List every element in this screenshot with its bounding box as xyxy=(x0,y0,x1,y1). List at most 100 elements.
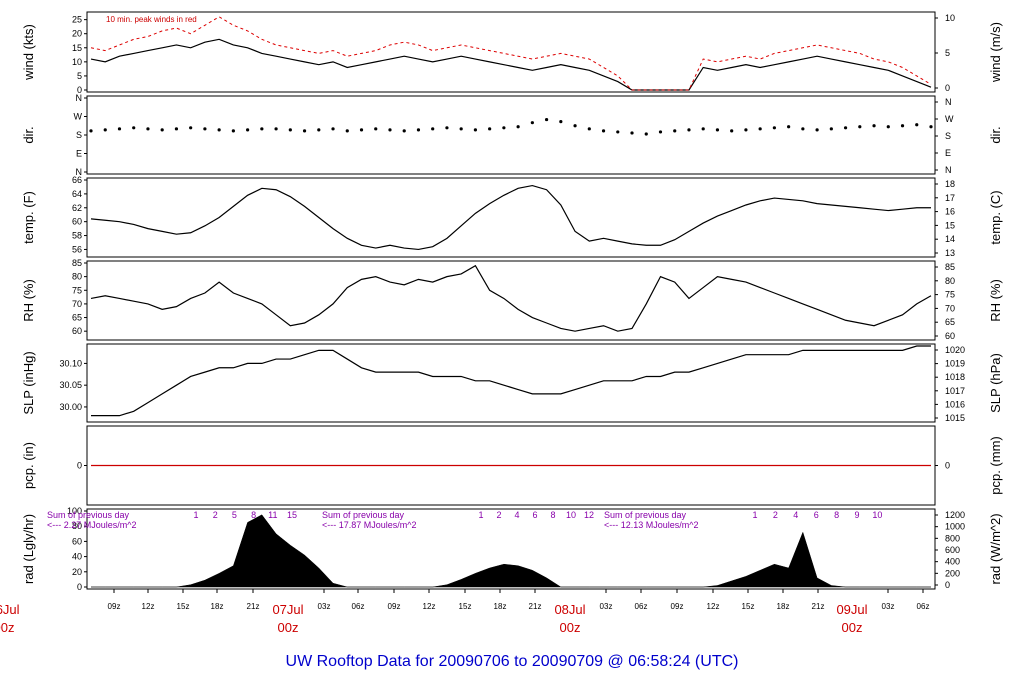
temp-left-tick-label: 66 xyxy=(72,175,82,185)
dir-point xyxy=(288,128,292,132)
slp-ylabel-right: SLP (hPa) xyxy=(988,353,1003,413)
slp-right-tick-label: 1015 xyxy=(945,413,965,423)
wind-right-tick-label: 0 xyxy=(945,83,950,93)
pcp-panel: 0 0 pcp. (in) pcp. (mm) xyxy=(21,425,1003,506)
x-axis: 09z 12z 15z 18z 21z 03z 06z 09z 12z 15z 18z 21z 03z 0… xyxy=(0,589,929,635)
temp-right-tick-label: 18 xyxy=(945,179,955,189)
rad-hour-mark: 4 xyxy=(793,510,798,520)
x-hour-label: 12z xyxy=(423,602,436,611)
wind-right-tick-label: 10 xyxy=(945,13,955,23)
dir-left-tick-label: W xyxy=(74,112,83,122)
wind-left-tick-label: 15 xyxy=(72,43,82,53)
x-day-time: 00z xyxy=(560,620,581,635)
x-day-label: 09Jul xyxy=(836,602,867,617)
x-day-time: 00z xyxy=(0,620,14,635)
dir-point xyxy=(117,127,122,131)
dir-point xyxy=(302,129,307,133)
slp-frame xyxy=(86,343,936,423)
dir-point xyxy=(203,127,207,131)
x-hour-label: 09z xyxy=(108,602,121,611)
dir-point xyxy=(630,131,634,135)
rad-hour-mark: 1 xyxy=(752,510,757,520)
dir-point xyxy=(502,126,506,130)
dir-right-tick-label: S xyxy=(945,131,951,141)
x-hour-label: 18z xyxy=(777,602,790,611)
x-day-label: 08Jul xyxy=(554,602,585,617)
rh-left-tick-label: 60 xyxy=(72,326,82,336)
temp-right-tick-label: 13 xyxy=(945,248,955,258)
dir-point xyxy=(872,124,876,128)
dir-point xyxy=(89,129,93,133)
dir-ylabel: dir. xyxy=(21,126,36,143)
rh-right-tick-label: 75 xyxy=(945,290,955,300)
wind-left-tick-label: 5 xyxy=(77,71,82,81)
temp-right-tick-label: 14 xyxy=(945,234,955,244)
dir-point xyxy=(787,125,791,129)
dir-point xyxy=(758,127,762,131)
rh-right-tick-label: 70 xyxy=(945,303,955,313)
x-day-label: 07Jul xyxy=(272,602,303,617)
slp-left-tick-label: 30.05 xyxy=(59,380,82,390)
rad-hour-mark: 10 xyxy=(872,510,882,520)
temp-left-tick-label: 62 xyxy=(72,203,82,213)
dir-point xyxy=(359,128,364,132)
slp-ylabel: SLP (inHg) xyxy=(21,351,36,414)
dir-right-tick-label: W xyxy=(945,114,954,124)
dir-point xyxy=(843,126,848,130)
rad-hour-mark: 6 xyxy=(532,510,537,520)
rad-hour-mark: 1 xyxy=(193,510,198,520)
rad-hour-mark: 15 xyxy=(287,510,297,520)
dir-point xyxy=(260,127,264,131)
rad-ylabel-right: rad (W/m^2) xyxy=(988,513,1003,584)
rad-hour-mark: 8 xyxy=(550,510,555,520)
rad-sum-value: <--- 12.13 MJoules/m^2 xyxy=(604,520,699,530)
rad-sum-label: Sum of previous day xyxy=(322,510,405,520)
temp-left-tick-label: 64 xyxy=(72,189,82,199)
rh-frame xyxy=(86,260,936,341)
x-hour-label: 12z xyxy=(142,602,155,611)
slp-panel: 30.00 30.05 30.10 1015 1016 1017 1018 1019 1020 S… xyxy=(21,343,1003,423)
rad-hour-mark: 8 xyxy=(834,510,839,520)
rh-left-tick-label: 75 xyxy=(72,285,82,295)
dir-point xyxy=(858,125,862,129)
rh-right-tick-label: 80 xyxy=(945,276,955,286)
dir-point xyxy=(445,126,449,130)
rh-right-tick-label: 65 xyxy=(945,317,955,327)
temp-left-tick-label: 58 xyxy=(72,231,82,241)
dir-point xyxy=(174,127,179,131)
x-hour-label: 15z xyxy=(742,602,755,611)
pcp-ylabel: pcp. (in) xyxy=(21,442,36,489)
slp-right-tick-label: 1016 xyxy=(945,399,965,409)
x-hour-label: 03z xyxy=(600,602,613,611)
dir-point xyxy=(915,123,919,127)
rad-hour-mark: 1 xyxy=(478,510,483,520)
rad-hour-mark: 2 xyxy=(213,510,218,520)
dir-point xyxy=(246,128,250,132)
x-hour-label: 06z xyxy=(635,602,648,611)
dir-point xyxy=(900,124,905,128)
x-hour-label: 21z xyxy=(247,602,260,611)
x-hour-label: 09z xyxy=(671,602,684,611)
rh-series-line xyxy=(90,264,932,332)
dir-point xyxy=(146,127,150,131)
x-hour-label: 12z xyxy=(707,602,720,611)
rad-left-tick-label: 100 xyxy=(67,506,82,516)
dir-point xyxy=(587,127,591,131)
rad-hour-mark: 4 xyxy=(514,510,519,520)
temp-left-tick-label: 56 xyxy=(72,244,82,254)
dir-point xyxy=(687,128,691,132)
dir-left-tick-label: S xyxy=(76,130,82,140)
dir-point xyxy=(815,128,819,132)
dir-point xyxy=(402,129,406,133)
rad-hour-mark: 10 xyxy=(566,510,576,520)
dir-left-tick-label: N xyxy=(76,167,83,177)
slp-left-tick-label: 30.00 xyxy=(59,402,82,412)
dir-point xyxy=(886,125,890,129)
dir-frame xyxy=(86,95,936,175)
dir-right-tick-label: N xyxy=(945,97,952,107)
rad-left-tick-label: 40 xyxy=(72,552,82,562)
rad-hour-mark: 11 xyxy=(268,510,277,520)
rad-left-tick-label: 0 xyxy=(77,582,82,592)
dir-point xyxy=(331,127,335,131)
